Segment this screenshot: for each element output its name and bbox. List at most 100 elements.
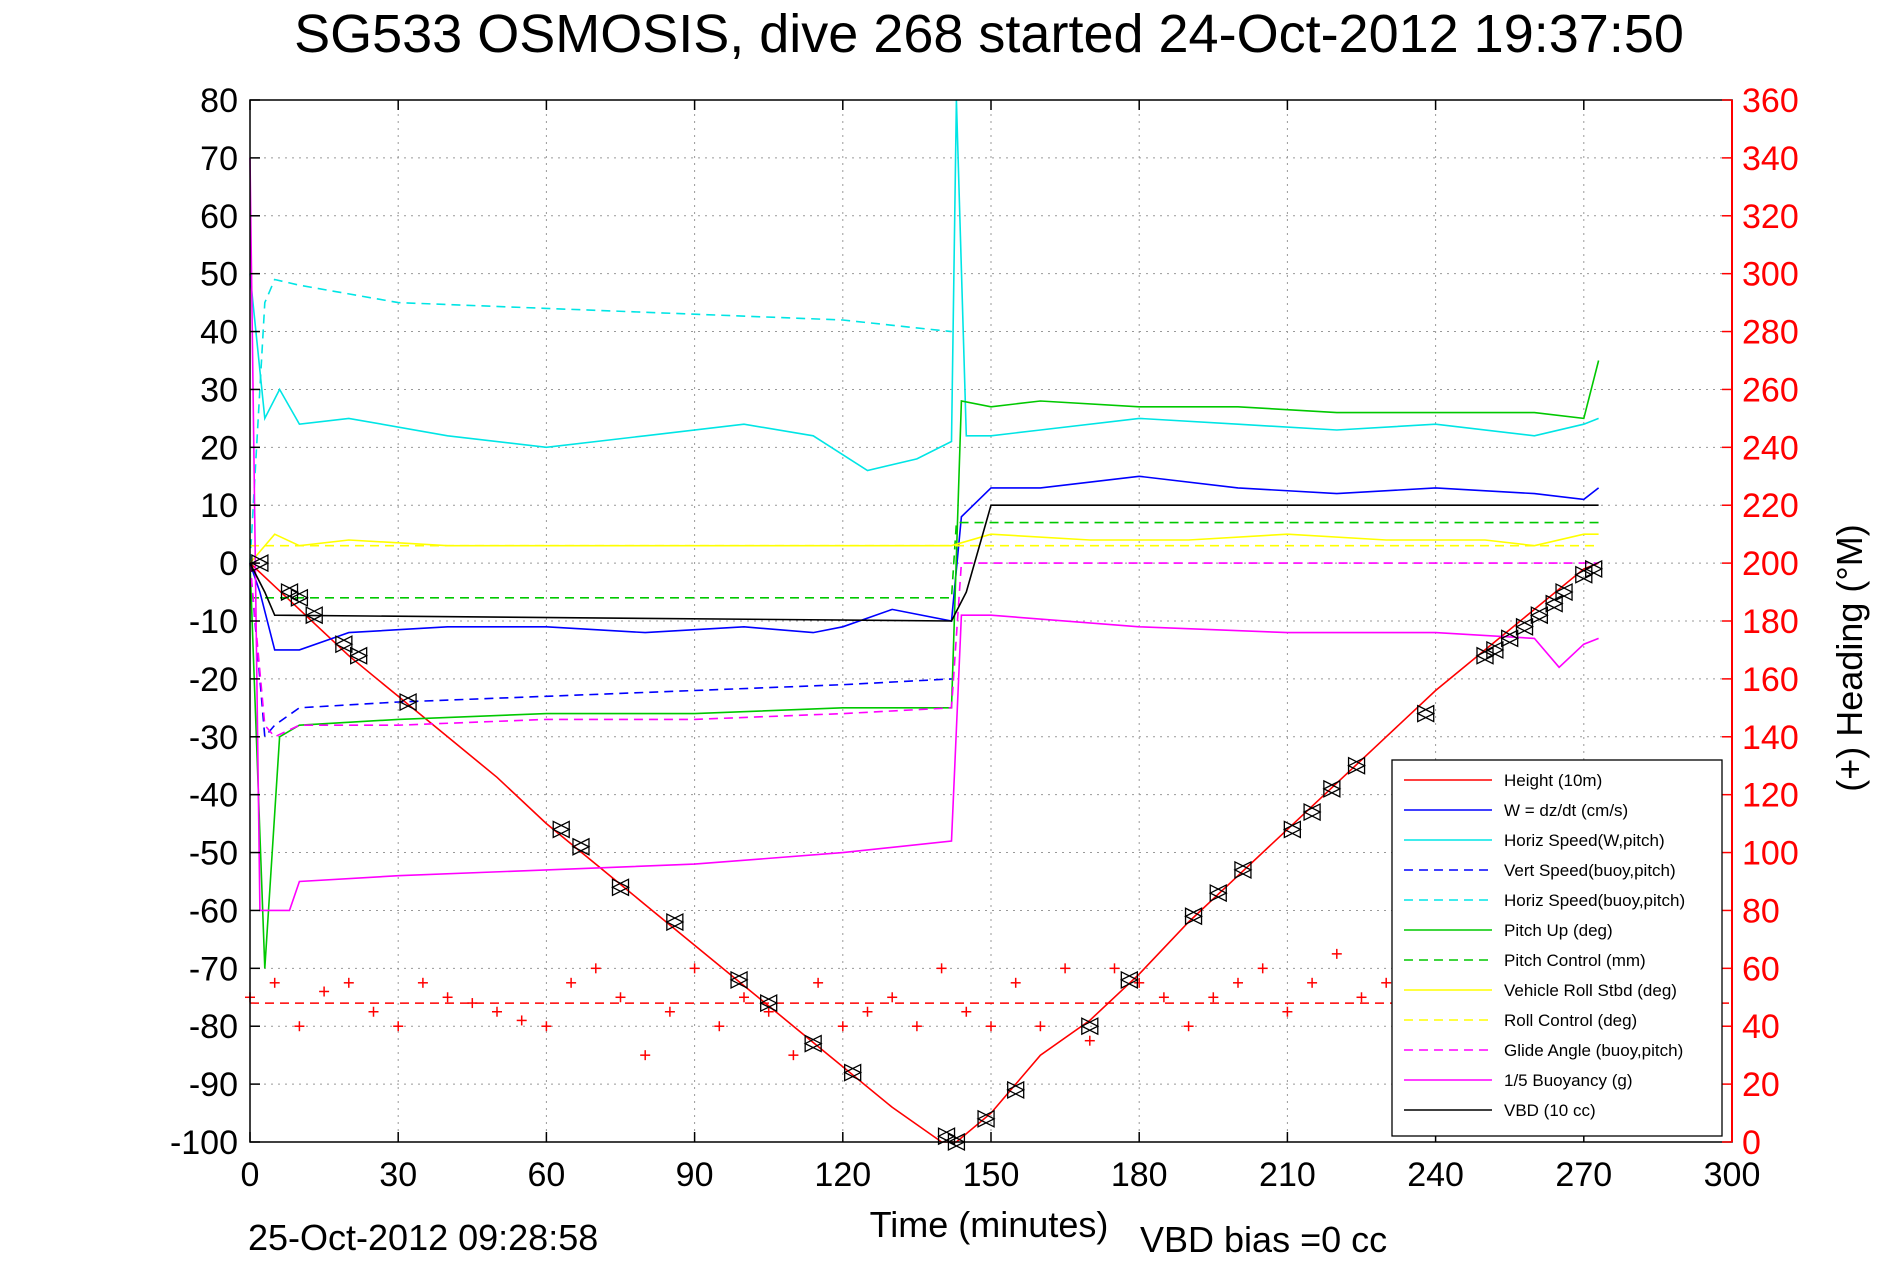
heading-point xyxy=(714,1021,725,1032)
dive-marker-tri-left xyxy=(1485,640,1504,659)
heading-point xyxy=(1109,963,1120,974)
heading-point xyxy=(1010,977,1021,988)
heading-point xyxy=(1307,977,1318,988)
dive-marker-tri-left xyxy=(250,554,269,573)
legend-label-3: Vert Speed(buoy,pitch) xyxy=(1504,861,1676,880)
dive-marker xyxy=(665,912,685,932)
dive-marker-tri-left xyxy=(1584,559,1603,578)
dive-marker-tri-left xyxy=(1574,565,1593,584)
dive-marker-tri-left xyxy=(976,1109,995,1128)
dive-marker-tri-left xyxy=(1416,704,1435,723)
dive-marker xyxy=(976,1109,996,1128)
heading-point xyxy=(1381,977,1392,988)
dive-marker-tri-left xyxy=(803,1034,822,1053)
heading-point xyxy=(294,1021,305,1032)
dive-marker xyxy=(571,837,591,856)
y2-tick-label: 360 xyxy=(1742,82,1799,120)
dive-marker xyxy=(280,583,299,602)
dive-marker xyxy=(289,588,309,607)
dive-marker xyxy=(1322,779,1342,798)
series-line-7 xyxy=(249,533,1599,564)
dive-marker xyxy=(1119,970,1139,989)
dive-marker xyxy=(759,994,779,1013)
y-axis-left: 80 70 60 50 40 30 20 10 0 -10 -20 -30 -40 -50 -60 -70 -8… xyxy=(170,82,260,1162)
dive-marker-tri-left xyxy=(1080,1017,1099,1036)
dive-marker-tri-left xyxy=(1233,860,1252,879)
y2-tick-label: 180 xyxy=(1742,603,1799,641)
heading-point xyxy=(1331,948,1342,959)
y2-tick-label: 240 xyxy=(1742,429,1799,467)
timestamp: 25-Oct-2012 09:28:58 xyxy=(248,1217,598,1258)
y-tick-label: -80 xyxy=(189,1008,238,1046)
dive-marker xyxy=(803,1034,823,1053)
y-axis-right: 3603403203002802602402202001801601401201… xyxy=(1722,82,1799,1162)
dive-marker-tri-left xyxy=(1544,594,1563,613)
heading-point xyxy=(788,1050,799,1061)
dive-marker xyxy=(1554,583,1574,602)
heading-point xyxy=(813,977,824,988)
dive-marker-tri-left xyxy=(1347,756,1366,775)
x-axis-label: Time (minutes) xyxy=(870,1204,1109,1245)
dive-marker xyxy=(1544,594,1564,613)
dive-marker xyxy=(349,646,369,665)
y2-tick-label: 140 xyxy=(1742,719,1799,757)
dive-marker xyxy=(843,1063,863,1082)
y2-tick-label: 320 xyxy=(1742,198,1799,236)
dive-marker xyxy=(1485,640,1505,659)
y2-tick-label: 220 xyxy=(1742,487,1799,525)
y2-tick-label: 200 xyxy=(1742,545,1799,583)
series-line-4 xyxy=(249,278,952,564)
x-tick-label: 60 xyxy=(527,1156,565,1194)
y-tick-label: 10 xyxy=(200,487,238,525)
dive-marker-tri-left xyxy=(551,820,570,839)
dive-marker xyxy=(1515,617,1534,636)
dive-marker-tri-left xyxy=(1282,820,1301,839)
series-line-11 xyxy=(249,504,1599,622)
y2-tick-label: 20 xyxy=(1742,1066,1780,1104)
y-tick-label: -60 xyxy=(189,892,238,930)
y-tick-label: -90 xyxy=(189,1066,238,1104)
dive-marker xyxy=(1184,907,1203,926)
dive-marker xyxy=(334,635,354,654)
dive-marker-tri-left xyxy=(729,970,748,989)
y-tick-label: -50 xyxy=(189,835,238,873)
y-tick-label: 0 xyxy=(219,545,238,583)
x-tick-label: 150 xyxy=(963,1156,1020,1194)
heading-point xyxy=(1233,977,1243,988)
x-tick-label: 120 xyxy=(814,1156,871,1194)
dive-marker-tri-left xyxy=(349,646,368,665)
dive-marker xyxy=(551,820,571,839)
dive-marker xyxy=(304,606,324,625)
dive-marker xyxy=(1080,1017,1100,1036)
x-tick-label: 300 xyxy=(1704,1156,1761,1194)
heading-point xyxy=(911,1021,922,1032)
heading-point xyxy=(269,977,280,988)
y-tick-label: 70 xyxy=(200,140,238,178)
dive-marker-tri-left xyxy=(665,912,684,932)
y2-tick-label: 340 xyxy=(1742,140,1799,178)
dive-marker-tri-left xyxy=(398,692,417,712)
heading-point xyxy=(566,977,577,988)
dive-marker-tri-left xyxy=(334,635,353,654)
legend-label-0: Height (10m) xyxy=(1504,771,1602,790)
y2-tick-label: 160 xyxy=(1742,661,1799,699)
heading-point xyxy=(862,1006,873,1017)
dive-marker xyxy=(1574,565,1594,584)
x-tick-label: 30 xyxy=(379,1156,417,1194)
series-line-9 xyxy=(249,562,1599,738)
heading-point xyxy=(1282,1006,1293,1017)
heading-point xyxy=(739,992,749,1003)
y2-tick-label: 120 xyxy=(1742,777,1799,815)
y-tick-label: -30 xyxy=(189,719,238,757)
y2-tick-label: 40 xyxy=(1742,1008,1780,1046)
heading-point xyxy=(887,992,898,1003)
dive-marker-tri-left xyxy=(611,878,630,897)
dive-marker xyxy=(729,970,749,989)
dive-marker-tri-left xyxy=(1554,583,1573,602)
series-line-2 xyxy=(249,99,1599,472)
dive-marker xyxy=(1529,606,1549,625)
dive-marker xyxy=(1006,1080,1026,1099)
heading-point xyxy=(664,1006,675,1017)
x-tick-label: 210 xyxy=(1259,1156,1316,1194)
